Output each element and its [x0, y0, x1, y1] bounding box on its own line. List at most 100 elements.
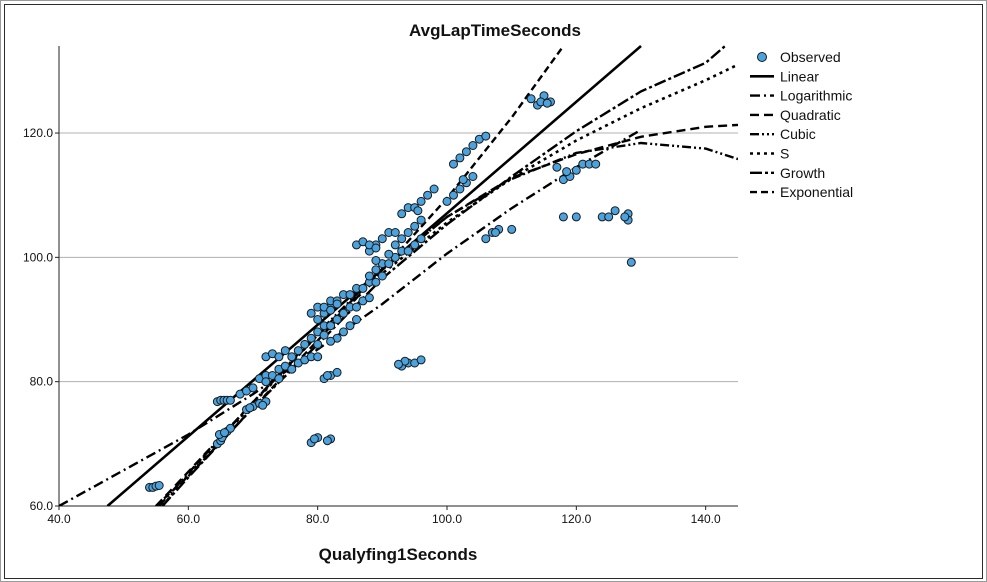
observed-point	[458, 175, 468, 185]
x-ticks: 40.0 60.0 80.0 100.0 120.0 140.0	[47, 506, 721, 526]
fit-curves	[59, 45, 738, 506]
observed-point	[558, 212, 568, 222]
observed-point	[287, 352, 297, 362]
observed-point	[481, 234, 491, 244]
observed-point	[220, 428, 229, 438]
observed-point	[542, 98, 552, 108]
observed-point	[610, 206, 620, 216]
observed-point	[326, 336, 336, 346]
legend-label-growth: Growth	[780, 165, 825, 181]
observed-point	[300, 339, 310, 349]
observed-point	[571, 212, 581, 222]
observed-point	[552, 162, 562, 172]
observed-point	[313, 339, 323, 349]
observed-point	[571, 165, 581, 175]
observed-point	[371, 265, 381, 275]
axes	[58, 46, 738, 507]
observed-point	[468, 172, 478, 181]
observed-point	[332, 315, 342, 324]
x-tick-label: 140.0	[691, 512, 721, 526]
observed-point	[322, 436, 332, 446]
observed-point	[245, 403, 255, 413]
observed-point	[394, 359, 403, 369]
observed-point	[562, 167, 572, 177]
observed-point	[449, 159, 458, 169]
observed-point	[326, 321, 336, 331]
fit-curve-s	[161, 63, 738, 506]
x-tick-label: 80.0	[306, 512, 330, 526]
observed-point	[429, 184, 439, 194]
observed-point	[364, 271, 374, 281]
y-ticks: 60.0 80.0 100.0 120.0	[23, 126, 59, 513]
observed-point	[371, 256, 381, 265]
observed-point	[416, 196, 426, 206]
observed-point	[225, 395, 235, 405]
observed-point	[293, 346, 303, 356]
observed-point	[403, 228, 413, 237]
observed-point	[371, 277, 381, 287]
legend-label-exponential: Exponential	[780, 184, 853, 200]
y-tick-label: 80.0	[30, 375, 54, 389]
legend-label-logarithmic: Logarithmic	[780, 88, 852, 104]
observed-point	[455, 184, 465, 194]
observed-point	[225, 423, 235, 433]
observed-point	[397, 209, 407, 219]
observed-point	[154, 481, 164, 490]
fit-curve-cubic	[158, 141, 738, 506]
observed-point	[604, 212, 614, 222]
observed-point	[410, 240, 420, 250]
legend-label-quadratic: Quadratic	[780, 107, 841, 123]
observed-point	[410, 221, 420, 231]
y-tick-label: 60.0	[30, 499, 54, 513]
x-tick-label: 60.0	[177, 512, 201, 526]
fit-curve-logarithmic	[59, 128, 642, 506]
observed-point	[423, 190, 433, 200]
y-tick-label: 120.0	[23, 126, 53, 140]
observed-point	[384, 259, 394, 269]
observed-point	[377, 271, 387, 281]
observed-point	[339, 308, 348, 318]
observed-point	[322, 371, 332, 380]
legend-label-linear: Linear	[780, 68, 819, 84]
observed-point	[384, 249, 394, 259]
y-tick-label: 100.0	[23, 250, 53, 264]
observed-point	[468, 141, 478, 150]
observed-point	[455, 153, 465, 163]
x-tick-label: 100.0	[432, 512, 462, 526]
observed-point	[403, 246, 413, 256]
x-tick-label: 120.0	[561, 512, 591, 526]
observed-point	[313, 315, 323, 324]
observed-point	[461, 147, 471, 157]
observed-point	[332, 367, 342, 377]
observed-point	[345, 321, 355, 331]
observed-point	[309, 434, 319, 444]
observed-point	[442, 196, 452, 206]
observed-point	[306, 308, 316, 318]
legend-label-cubic: Cubic	[780, 126, 816, 142]
fit-curve-quadratic	[155, 123, 738, 506]
observed-point	[364, 293, 374, 303]
observed-point	[319, 330, 329, 340]
observed-point	[390, 240, 400, 250]
x-tick-label: 40.0	[47, 512, 71, 526]
chart-inner-border	[4, 4, 983, 579]
observed-point	[416, 355, 426, 365]
observed-point	[248, 383, 258, 393]
observed-point	[377, 234, 387, 244]
observed-point	[358, 283, 368, 293]
observed-point	[306, 333, 316, 343]
legend-symbol-observed	[757, 52, 767, 62]
legend: Observed Linear Logarithmic Quadratic Cubic S…	[750, 49, 853, 200]
x-axis-label: Qualyfing1Seconds	[319, 545, 478, 564]
chart-title: AvgLapTimeSeconds	[409, 21, 581, 40]
observed-point	[261, 377, 271, 387]
observed-point	[258, 400, 268, 410]
legend-label-observed: Observed	[780, 49, 841, 65]
observed-point	[352, 302, 361, 312]
observed-point	[526, 94, 536, 104]
observed-point	[626, 257, 636, 267]
observed-point	[416, 234, 426, 244]
observed-point	[274, 352, 284, 362]
